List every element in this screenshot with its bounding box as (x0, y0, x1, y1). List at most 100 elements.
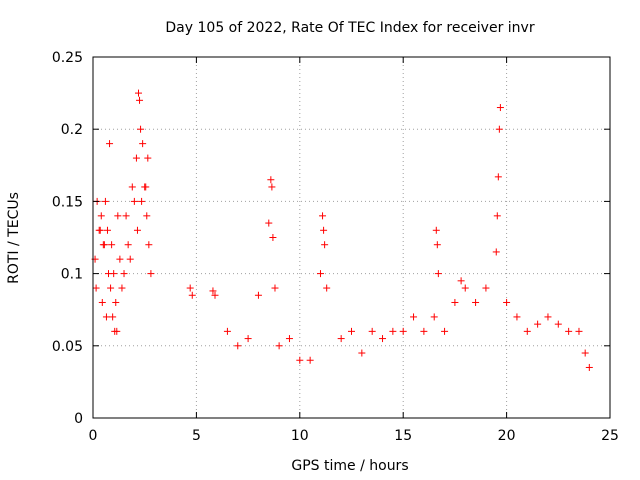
x-axis-label: GPS time / hours (291, 458, 408, 474)
data-point (186, 284, 194, 292)
x-tick-label: 15 (394, 428, 412, 444)
data-point (209, 287, 217, 295)
data-point (269, 234, 277, 241)
data-point (554, 320, 562, 328)
data-points (91, 89, 593, 371)
y-tick-label: 0.2 (61, 122, 83, 138)
data-point (145, 241, 153, 249)
data-point (267, 176, 275, 184)
y-tick-label: 0 (74, 411, 83, 427)
data-point (441, 327, 449, 335)
data-point (492, 248, 500, 256)
data-point (581, 349, 589, 357)
data-point (102, 313, 110, 321)
x-tick-label: 25 (601, 428, 619, 444)
data-point (265, 219, 273, 227)
data-point (109, 313, 117, 321)
data-point (128, 183, 136, 191)
data-point (234, 342, 242, 350)
data-point (223, 327, 231, 335)
data-point (133, 226, 141, 234)
data-point (420, 327, 428, 335)
plot-frame (92, 56, 611, 419)
data-point (585, 363, 593, 371)
data-point (112, 298, 120, 306)
data-point (457, 277, 465, 285)
data-point (134, 89, 142, 97)
data-point (139, 140, 147, 148)
data-point (472, 298, 480, 306)
data-point (101, 197, 109, 205)
x-tick-labels: 0 5 10 15 20 25 (89, 428, 619, 444)
data-point (268, 183, 276, 191)
y-tick-labels: 0 0.05 0.1 0.15 0.2 0.25 (52, 50, 83, 427)
data-point (211, 291, 219, 299)
data-point (323, 284, 331, 292)
data-point (143, 212, 151, 220)
data-point (130, 197, 138, 205)
data-point (410, 313, 418, 321)
data-point (379, 335, 387, 343)
y-tick-label: 0.15 (52, 194, 83, 210)
data-point (285, 335, 293, 343)
data-point (116, 255, 124, 263)
y-tick-label: 0.25 (52, 50, 83, 66)
x-tick-label: 10 (291, 428, 309, 444)
data-point (534, 320, 542, 328)
data-point (132, 154, 140, 162)
data-point (389, 327, 397, 335)
data-point (122, 212, 130, 220)
data-point (321, 241, 329, 249)
data-point (244, 335, 252, 343)
data-point (126, 255, 134, 263)
y-axis-label: ROTI / TECUs (6, 192, 22, 284)
data-point (523, 327, 531, 335)
data-point (565, 327, 573, 335)
data-point (306, 356, 314, 364)
data-point (142, 183, 150, 191)
data-point (147, 270, 155, 278)
data-point (461, 284, 469, 292)
data-point (316, 270, 324, 278)
x-tick-label: 5 (192, 428, 201, 444)
data-point (482, 284, 490, 292)
data-point (320, 226, 328, 234)
data-point (494, 173, 502, 181)
data-point (433, 241, 441, 249)
data-point (503, 298, 511, 306)
data-point (296, 356, 304, 364)
data-point (103, 226, 111, 234)
data-point (254, 291, 262, 299)
data-point (105, 270, 113, 278)
data-point (137, 125, 145, 133)
data-point (575, 327, 583, 335)
y-tick-label: 0.05 (52, 339, 83, 355)
data-point (430, 313, 438, 321)
data-point (271, 284, 279, 292)
data-point (495, 125, 503, 133)
data-point (111, 327, 119, 335)
data-point (100, 241, 108, 249)
data-point (348, 327, 355, 335)
data-point (513, 313, 521, 321)
data-point (120, 270, 128, 278)
data-point (399, 327, 407, 335)
data-point (107, 284, 115, 292)
data-point (188, 291, 196, 299)
data-point (97, 212, 105, 220)
data-point (358, 349, 366, 357)
data-point (114, 212, 122, 220)
x-tick-label: 20 (498, 428, 516, 444)
data-point (337, 335, 345, 343)
data-point (138, 197, 146, 205)
data-point (106, 140, 114, 148)
x-tick-label: 0 (89, 428, 98, 444)
data-point (275, 342, 283, 350)
data-point (92, 284, 100, 292)
data-point (136, 96, 144, 104)
data-point (98, 298, 106, 306)
data-point (118, 284, 126, 292)
data-point (544, 313, 552, 321)
